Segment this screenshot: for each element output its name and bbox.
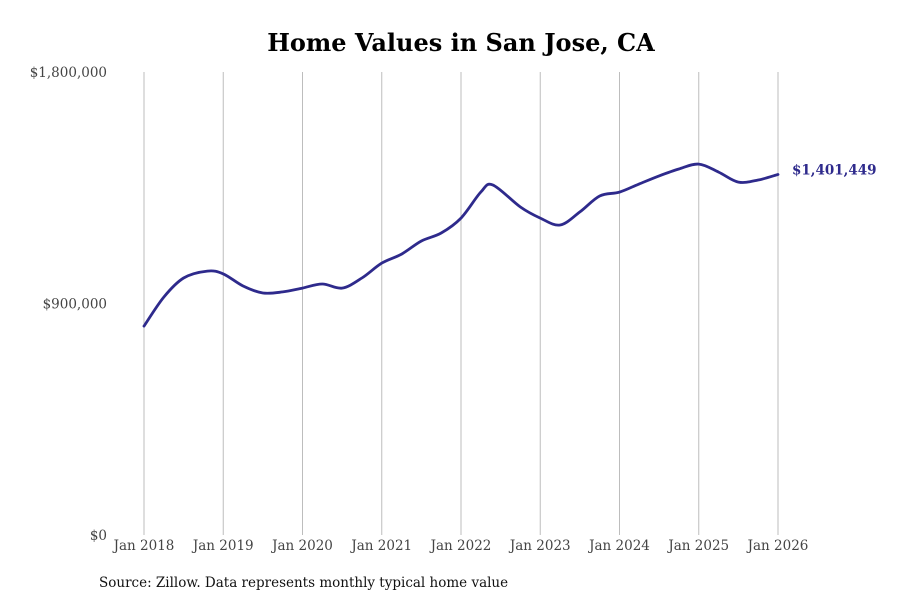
- x-tick-label: Jan 2023: [508, 538, 571, 554]
- home-value-line: [142, 162, 780, 328]
- source-note: Source: Zillow. Data represents monthly …: [99, 575, 508, 591]
- x-tick-label: Jan 2018: [112, 538, 175, 554]
- y-axis-ticks: $0 $900,000 $1,800,000: [30, 65, 107, 544]
- end-value-label: $1,401,449: [792, 163, 877, 179]
- y-tick-label: $900,000: [43, 297, 107, 313]
- x-tick-label: Jan 2019: [191, 538, 254, 554]
- y-tick-label: $1,800,000: [30, 65, 107, 81]
- vertical-gridlines: [143, 72, 779, 535]
- chart-title: Home Values in San Jose, CA: [267, 28, 655, 57]
- x-tick-label: Jan 2026: [746, 538, 809, 554]
- x-tick-label: Jan 2022: [429, 538, 492, 554]
- x-tick-label: Jan 2020: [270, 538, 333, 554]
- x-axis-ticks: Jan 2018 Jan 2019 Jan 2020 Jan 2021 Jan 2022…: [112, 538, 809, 554]
- y-tick-label: $0: [90, 528, 107, 544]
- x-tick-label: Jan 2021: [349, 538, 412, 554]
- x-tick-label: Jan 2025: [666, 538, 729, 554]
- x-tick-label: Jan 2024: [587, 538, 650, 554]
